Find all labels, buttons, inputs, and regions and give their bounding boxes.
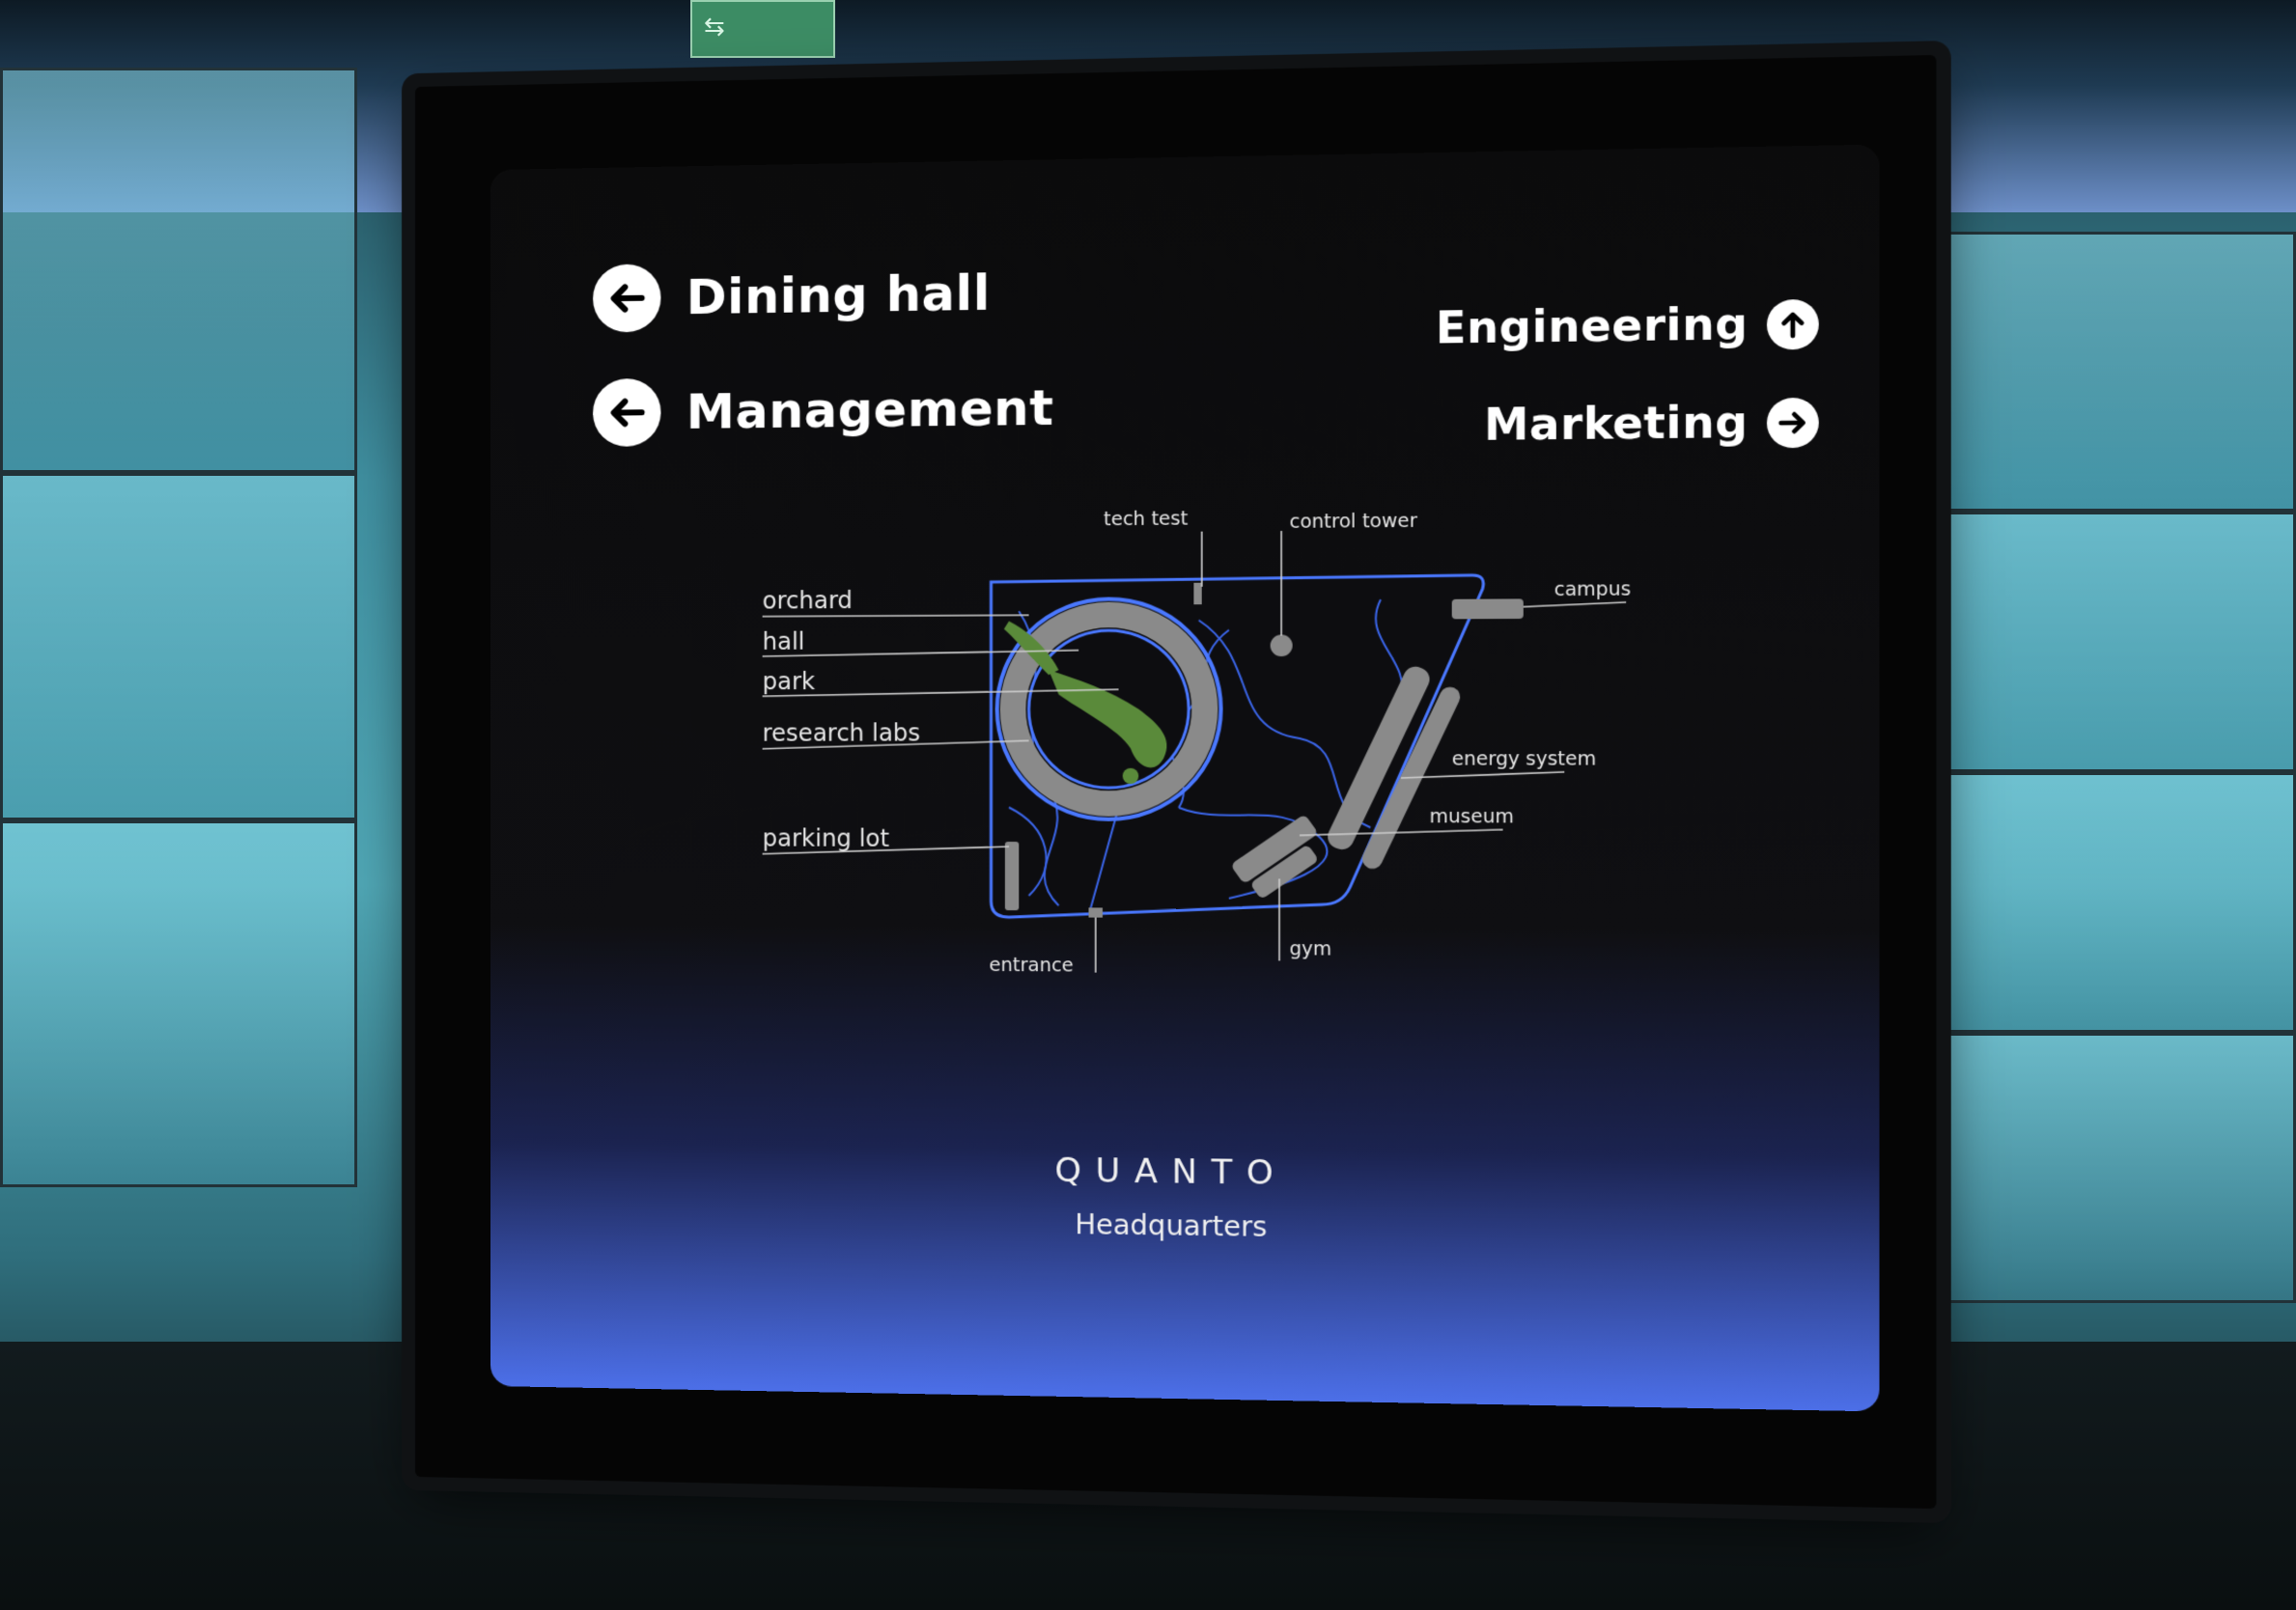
campus-map-drawing <box>763 509 1627 1127</box>
label-gym: gym <box>1289 937 1332 960</box>
control-tower-building <box>1270 634 1293 657</box>
parking-lot-building <box>1004 842 1020 911</box>
campus-building <box>1451 598 1524 620</box>
label-tech-test: tech test <box>1104 508 1189 531</box>
sign-label: Engineering <box>1435 298 1749 354</box>
park-spot <box>1122 767 1139 785</box>
label-parking-lot: parking lot <box>762 824 890 852</box>
exit-sign-icon: ⇆ <box>690 0 835 58</box>
campus-map: orchard hall park research labs parking … <box>762 508 1631 1127</box>
sign-label: Marketing <box>1483 397 1749 452</box>
wall-panel <box>0 68 357 473</box>
wayfinding-board: Dining hall Management Engineering Marke… <box>490 144 1880 1412</box>
brand-subtitle: Headquarters <box>1075 1208 1268 1244</box>
arrow-right-icon <box>1766 397 1819 448</box>
label-research-labs: research labs <box>762 719 921 747</box>
sign-label: Dining hall <box>686 264 991 326</box>
wall-panel <box>0 473 357 820</box>
label-entrance: entrance <box>989 954 1074 977</box>
entrance-gate <box>1088 907 1103 918</box>
label-park: park <box>762 667 816 696</box>
arrow-left-icon <box>593 264 661 333</box>
label-control-tower: control tower <box>1289 510 1417 534</box>
sign-marketing: Marketing <box>1484 397 1819 451</box>
label-campus: campus <box>1554 578 1632 601</box>
brand-logo: QUANTO <box>1054 1151 1288 1194</box>
sign-dining-hall: Dining hall <box>593 259 991 333</box>
label-museum: museum <box>1429 805 1514 828</box>
label-energy-system: energy system <box>1451 747 1597 770</box>
label-hall: hall <box>762 627 805 655</box>
sign-management: Management <box>593 374 1053 447</box>
leader-line <box>763 615 1029 616</box>
arrow-left-icon <box>593 377 661 447</box>
arrow-up-icon <box>1766 298 1819 350</box>
leader-line <box>1401 772 1564 778</box>
sign-label: Management <box>686 379 1054 440</box>
label-orchard: orchard <box>762 586 853 615</box>
park-area <box>1049 669 1167 768</box>
orchard-area <box>1003 621 1059 676</box>
wall-panel <box>0 820 357 1187</box>
tech-test-building <box>1193 582 1202 605</box>
sign-engineering: Engineering <box>1436 298 1819 354</box>
leader-line <box>1524 602 1626 607</box>
